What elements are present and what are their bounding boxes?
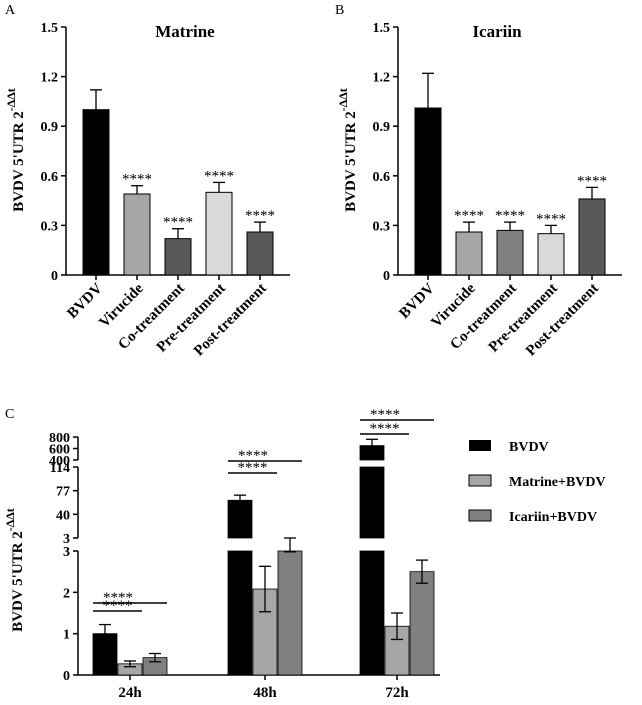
bar-48h-icariin+bvdv [277,550,303,676]
significance-label: **** [238,460,268,476]
y-tick-label: 0 [383,269,390,284]
x-tick-label: Post-treatment [523,281,602,360]
legend-label-bvdv: BVDV [509,440,549,455]
bar-bvdv [82,109,110,276]
x-tick-label: 72h [385,685,409,701]
significance-label: **** [122,172,152,188]
significance-label: **** [454,208,484,224]
significance-label: **** [204,168,234,184]
y-tick-label: 3 [63,545,70,560]
bar-72h-bvdv [359,550,385,676]
legend: BVDV Matrine+BVDV Icariin+BVDV [468,440,606,525]
panel-a-chart: Matrine BVDV 5'UTR 2-ΔΔt 0 0.3 0.6 0.9 1.2 1.… [4,21,290,359]
legend-label-matrine: Matrine+BVDV [509,475,606,490]
panel-label-a: A [5,3,16,18]
bar-virucide [455,231,483,276]
significance-label: **** [163,215,193,231]
y-tick-label: 0 [63,669,70,684]
y-tick-label: 1 [63,628,70,643]
y-tick-label: 0.9 [373,120,391,135]
legend-swatch-bvdv [469,440,491,451]
panel-a-ylabel: BVDV 5'UTR 2-ΔΔt [4,88,27,212]
panel-label-b: B [335,3,344,18]
panel-a-title: Matrine [155,22,215,41]
bar-post-treatment [246,231,274,276]
bar-bvdv [414,107,442,276]
x-tick-label: 48h [253,685,277,701]
x-tick-label: Post-treatment [191,281,270,360]
y-tick-label: 0.6 [373,170,391,185]
significance-label: **** [370,407,400,423]
y-tick-label: 600 [49,443,70,458]
bar-72h-icariin+bvdv [409,571,435,676]
y-tick-label: 77 [56,485,70,500]
y-tick-label: 400 [49,454,70,469]
y-tick-label: 1.5 [373,21,391,36]
significance-label: **** [245,208,275,224]
significance-label: **** [370,421,400,437]
significance-label: **** [103,590,133,606]
bar-72h-bvdv [359,466,385,539]
y-tick-label: 3 [63,532,70,547]
legend-swatch-matrine [468,474,492,487]
y-tick-label: 114 [50,461,70,476]
bar-48h-bvdv [227,550,253,676]
panel-b-chart: Icariin BVDV 5'UTR 2-ΔΔt 0 0.3 0.6 0.9 1.2 1.… [336,21,622,359]
y-tick-label: 2 [63,586,70,601]
y-tick-label: 800 [49,431,70,446]
significance-label: **** [536,211,566,227]
bar-co-treatment [496,229,524,276]
y-tick-label: 1.2 [373,71,391,86]
y-tick-label: 0.6 [41,170,59,185]
y-tick-label: 1.2 [41,71,59,86]
panel-b-ylabel: BVDV 5'UTR 2-ΔΔt [336,88,359,212]
panel-c-ylabel: BVDV 5'UTR 2-ΔΔt [3,508,26,632]
y-tick-label: 0 [51,269,58,284]
significance-label: **** [238,448,268,464]
bar-post-treatment [578,198,606,276]
bar-pre-treatment [205,191,233,276]
y-tick-label: 40 [56,508,70,523]
significance-label: **** [495,208,525,224]
y-tick-label: 0.3 [41,219,59,234]
y-tick-label: 1.5 [41,21,59,36]
bar-co-treatment [164,238,192,276]
significance-label: **** [103,598,133,614]
legend-swatch-icariin [468,509,492,522]
legend-label-icariin: Icariin+BVDV [509,510,597,525]
y-tick-label: 0.9 [41,120,59,135]
y-tick-label: 0.3 [373,219,391,234]
x-tick-label: 24h [118,685,142,701]
bar-48h-bvdv [227,499,253,539]
significance-label: **** [577,173,607,189]
panel-b-title: Icariin [472,22,522,41]
panel-label-c: C [5,407,14,422]
bar-virucide [123,193,151,276]
bar-pre-treatment [537,233,565,276]
